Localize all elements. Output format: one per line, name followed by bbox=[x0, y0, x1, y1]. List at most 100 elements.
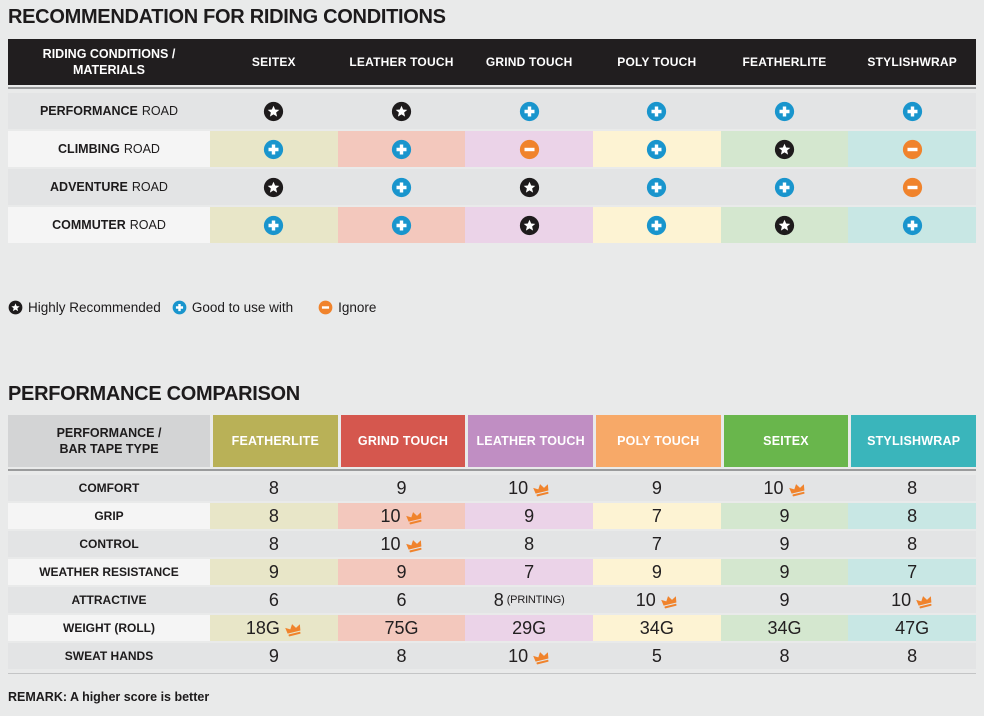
score-cell: 6 bbox=[338, 587, 466, 613]
score-value: 7 bbox=[651, 505, 662, 526]
recommendation-cell bbox=[465, 131, 593, 167]
legend-label: Ignore bbox=[338, 300, 377, 315]
score-cell: 10 bbox=[338, 531, 466, 557]
score-value: 6 bbox=[268, 589, 279, 610]
crown-icon bbox=[285, 623, 302, 637]
score-cell: 9 bbox=[210, 643, 338, 669]
divider bbox=[8, 673, 976, 674]
score-cell: 9 bbox=[593, 475, 721, 501]
score-cell: 10 bbox=[848, 587, 976, 613]
table-row-performance-road: PERFORMANCE ROAD bbox=[8, 93, 976, 129]
plus-icon bbox=[391, 177, 412, 198]
score-value: 34G bbox=[767, 617, 802, 638]
minus-icon bbox=[519, 139, 540, 160]
plus-icon bbox=[646, 101, 667, 122]
score-value: 75G bbox=[384, 617, 419, 638]
plus-icon bbox=[774, 101, 795, 122]
score-cell: 10 bbox=[593, 587, 721, 613]
row-label: COMMUTER ROAD bbox=[8, 207, 210, 243]
recommendation-cell bbox=[593, 169, 721, 205]
table-row-sweat-hands: SWEAT HANDS 9 8 10 5 8 8 bbox=[8, 643, 976, 669]
plus-icon bbox=[519, 101, 540, 122]
row-label-emphasis: CLIMBING bbox=[58, 142, 120, 156]
star-icon bbox=[263, 177, 284, 198]
score-value: 10 bbox=[635, 589, 656, 610]
recommendation-cell bbox=[465, 93, 593, 129]
plus-icon bbox=[391, 139, 412, 160]
star-icon bbox=[519, 215, 540, 236]
recommendation-cell bbox=[210, 207, 338, 243]
row-label: WEATHER RESISTANCE bbox=[8, 559, 210, 585]
score-value: 8 bbox=[268, 505, 279, 526]
score-value: 8 bbox=[779, 645, 790, 666]
plus-icon bbox=[646, 215, 667, 236]
score-value: 5 bbox=[651, 645, 662, 666]
column-header-leather-touch: LEATHER TOUCH bbox=[465, 415, 593, 467]
column-header-poly-touch: POLY TOUCH bbox=[617, 55, 697, 69]
crown-icon bbox=[533, 483, 550, 497]
score-cell: 47G bbox=[848, 615, 976, 641]
score-cell: 18G bbox=[210, 615, 338, 641]
recommendation-cell bbox=[210, 131, 338, 167]
legend-label: Good to use with bbox=[191, 300, 294, 315]
score-value: 10 bbox=[508, 477, 529, 498]
score-cell: 8 bbox=[848, 531, 976, 557]
score-cell: 7 bbox=[593, 531, 721, 557]
row-label: ADVENTURE ROAD bbox=[8, 169, 210, 205]
column-header-grind-touch: GRIND TOUCH bbox=[485, 55, 573, 69]
score-value: 8 bbox=[524, 533, 535, 554]
score-value: 34G bbox=[639, 617, 674, 638]
score-value: 9 bbox=[396, 477, 407, 498]
table-row-weight-roll: WEIGHT (ROLL) 18G 75G 29G 34G 34G 47G bbox=[8, 615, 976, 641]
column-header-stylishwrap: STYLISHWRAP bbox=[848, 415, 976, 467]
row-label: SWEAT HANDS bbox=[64, 649, 154, 663]
plus-icon bbox=[646, 139, 667, 160]
score-value: 10 bbox=[380, 505, 401, 526]
recommendation-cell bbox=[720, 207, 849, 243]
recommendation-cell bbox=[848, 169, 976, 205]
recommendation-cell bbox=[720, 131, 849, 167]
column-header-grind-touch: GRIND TOUCH bbox=[337, 415, 466, 467]
table-row-comfort: COMFORT 8 9 10 9 10 8 bbox=[8, 475, 976, 501]
score-cell: 8 bbox=[210, 531, 338, 557]
score-cell: 75G bbox=[337, 615, 466, 641]
table-row-climbing-road: CLIMBING ROAD bbox=[8, 131, 976, 167]
column-header-poly-touch: POLY TOUCH bbox=[592, 415, 721, 467]
score-value: 47G bbox=[895, 617, 930, 638]
legend-item-highly-recommended: Highly Recommended bbox=[8, 300, 161, 315]
table-row-adventure-road: ADVENTURE ROAD bbox=[8, 169, 976, 205]
score-value: 9 bbox=[779, 505, 790, 526]
row-label: PERFORMANCE ROAD bbox=[8, 93, 210, 129]
row-label: WEIGHT (ROLL) bbox=[8, 615, 210, 641]
plus-icon bbox=[902, 215, 923, 236]
table1-header: RIDING CONDITIONS / MATERIALS SEITEX LEAT… bbox=[8, 39, 976, 85]
score-cell: 34G bbox=[720, 615, 849, 641]
score-cell: 10 bbox=[721, 475, 849, 501]
crown-icon bbox=[661, 595, 678, 609]
column-header-leather-touch: LEATHER TOUCH bbox=[349, 55, 454, 69]
score-cell: 7 bbox=[465, 559, 593, 585]
score-value: 9 bbox=[779, 533, 790, 554]
table1-body: PERFORMANCE ROAD CLIMBING ROAD ADVENTURE ROAD… bbox=[8, 93, 976, 243]
recommendation-cell bbox=[848, 207, 976, 243]
recommendation-cell bbox=[593, 93, 721, 129]
plus-icon bbox=[263, 139, 284, 160]
crown-icon bbox=[788, 483, 806, 497]
corner-header-cell: RIDING CONDITIONS / MATERIALS bbox=[8, 46, 210, 79]
score-cell: 9 bbox=[210, 559, 338, 585]
score-cell: 8 bbox=[338, 643, 466, 669]
performance-table: PERFORMANCE / BAR TAPE TYPE FEATHERLITE G… bbox=[8, 415, 976, 669]
legend-item-good-to-use-with: Good to use with bbox=[172, 300, 293, 315]
table-row-grip: GRIP 8 10 9 7 9 8 bbox=[8, 503, 976, 529]
score-cell: 8 bbox=[210, 475, 338, 501]
recommendation-cell bbox=[338, 93, 466, 129]
score-value: 8 bbox=[268, 477, 279, 498]
score-cell: 9 bbox=[720, 503, 849, 529]
score-value: 7 bbox=[651, 533, 662, 554]
score-cell: 8 bbox=[848, 503, 976, 529]
recommendation-cell bbox=[337, 207, 466, 243]
table2-header: PERFORMANCE / BAR TAPE TYPE FEATHERLITE G… bbox=[8, 415, 976, 467]
score-cell: 9 bbox=[592, 559, 721, 585]
recommendation-cell bbox=[848, 93, 976, 129]
